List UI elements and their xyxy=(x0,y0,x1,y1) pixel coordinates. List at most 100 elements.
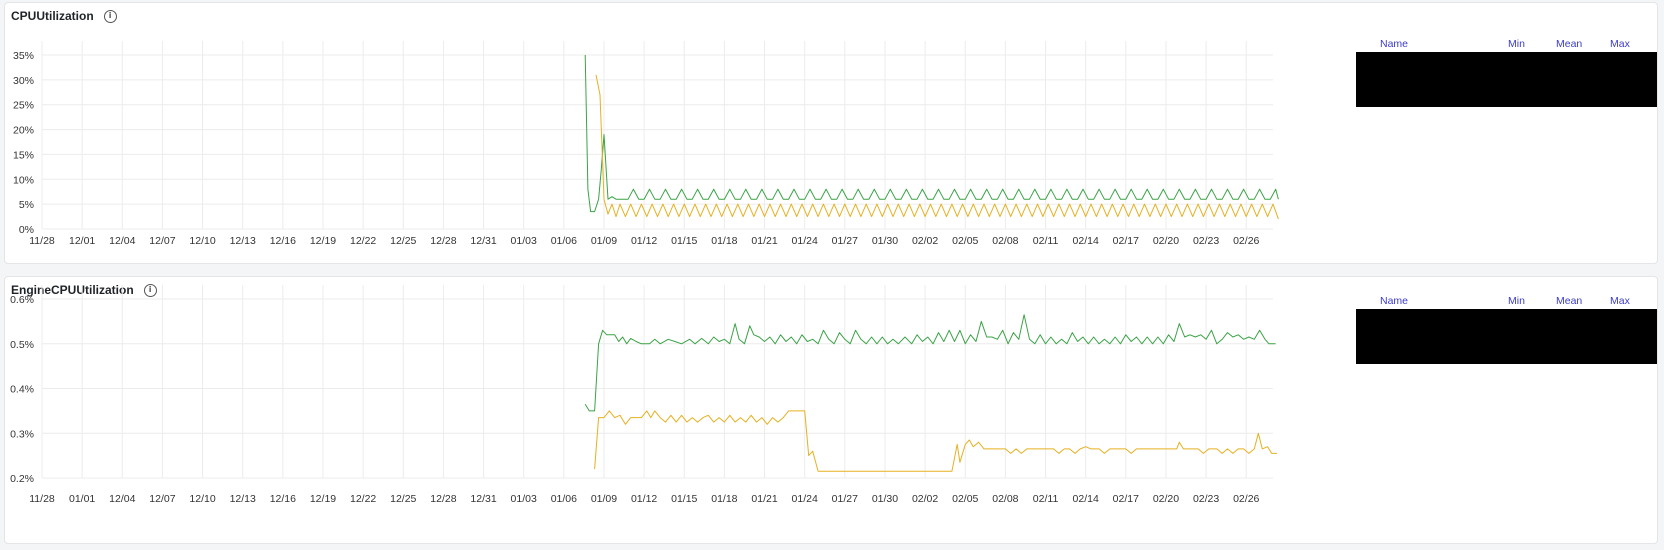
y-tick-label: 0.3% xyxy=(10,428,34,440)
x-tick-label: 02/02 xyxy=(912,493,938,505)
legend-col-mean[interactable]: Mean xyxy=(1556,38,1583,50)
engine-cpu-utilization-panel: EngineCPUUtilization i 11/28 01/01 12/04 12… xyxy=(4,276,1658,544)
legend-col-min[interactable]: Min xyxy=(1508,295,1525,307)
series-line-1[interactable] xyxy=(595,74,1279,220)
legend-col-max[interactable]: Max xyxy=(1610,38,1630,50)
legend-col-mean[interactable]: Mean xyxy=(1556,295,1583,307)
x-tick-label: 12/31 xyxy=(470,493,496,505)
x-tick-label: 01/18 xyxy=(711,493,737,505)
y-tick-label: 35% xyxy=(13,50,34,62)
x-tick-label: 12/10 xyxy=(189,493,215,505)
info-icon[interactable]: i xyxy=(143,283,157,297)
legend-body-redacted xyxy=(1356,309,1657,364)
x-tick-label: 01/30 xyxy=(872,493,898,505)
y-tick-label: 15% xyxy=(13,149,34,161)
x-tick-label: 12/04 xyxy=(109,235,135,247)
x-tick-label: 02/14 xyxy=(1073,235,1099,247)
x-tick-label: 01/15 xyxy=(671,493,697,505)
x-tick-label: 01/21 xyxy=(751,493,777,505)
x-tick-label: 12/22 xyxy=(350,235,376,247)
x-tick-label: 02/20 xyxy=(1153,235,1179,247)
x-tick-label: 01/21 xyxy=(751,235,777,247)
x-tick-label: 12/28 xyxy=(430,493,456,505)
x-tick-label: 12/04 xyxy=(109,493,135,505)
cpu-utilization-chart: 11/28 12/01 12/04 12/07 12/10 12/13 12/16 12/19… xyxy=(13,41,1279,247)
x-tick-label: 01/12 xyxy=(631,235,657,247)
panel-title-text: CPUUtilization xyxy=(11,9,94,23)
x-tick-label: 12/13 xyxy=(230,493,256,505)
x-tick-label: 02/23 xyxy=(1193,235,1219,247)
x-tick-label: 12/22 xyxy=(350,493,376,505)
x-tick-label: 02/26 xyxy=(1233,235,1259,247)
x-tick-label: 12/25 xyxy=(390,493,416,505)
x-tick-label: 02/08 xyxy=(992,235,1018,247)
x-tick-label: 12/07 xyxy=(149,235,175,247)
grid xyxy=(41,41,1273,230)
legend-col-name[interactable]: Name xyxy=(1380,38,1409,50)
x-tick-label: 02/17 xyxy=(1113,493,1139,505)
x-tick-label: 12/31 xyxy=(470,235,496,247)
x-tick-label: 02/05 xyxy=(952,235,978,247)
x-tick-label: 02/11 xyxy=(1033,235,1059,247)
x-tick-label: 01/06 xyxy=(551,493,577,505)
legend-col-name[interactable]: Name xyxy=(1380,295,1409,307)
y-tick-label: 0% xyxy=(19,224,34,236)
x-tick-label: 02/02 xyxy=(912,235,938,247)
x-tick-label: 12/16 xyxy=(270,235,296,247)
legend-col-min[interactable]: Min xyxy=(1508,38,1525,50)
panel-title: CPUUtilization i xyxy=(11,9,117,23)
legend-col-max[interactable]: Max xyxy=(1610,295,1630,307)
y-tick-label: 0.4% xyxy=(10,384,34,396)
y-tick-label: 5% xyxy=(19,199,34,211)
legend: Name Min Mean Max xyxy=(1356,38,1657,107)
x-tick-label: 12/19 xyxy=(310,493,336,505)
y-tick-label: 30% xyxy=(13,75,34,87)
x-tick-label: 01/01 xyxy=(69,493,95,505)
x-tick-label: 12/13 xyxy=(230,235,256,247)
x-tick-label: 12/01 xyxy=(69,235,95,247)
x-tick-label: 02/11 xyxy=(1033,493,1059,505)
x-tick-label: 01/06 xyxy=(551,235,577,247)
x-tick-label: 01/15 xyxy=(671,235,697,247)
info-icon[interactable]: i xyxy=(103,9,117,23)
x-tick-label: 11/28 xyxy=(29,493,55,505)
series-line-1[interactable] xyxy=(594,410,1277,472)
legend-header: Name Min Mean Max xyxy=(1356,295,1657,309)
y-tick-label: 0.2% xyxy=(10,473,34,485)
y-tick-label: 0.5% xyxy=(10,339,34,351)
x-tick-label: 12/07 xyxy=(149,493,175,505)
x-tick-label: 01/24 xyxy=(792,235,818,247)
engine-cpu-utilization-chart: 11/28 01/01 12/04 12/07 12/10 12/13 12/16 12/19… xyxy=(10,285,1277,505)
x-tick-label: 01/12 xyxy=(631,493,657,505)
cpu-utilization-panel: CPUUtilization i 11/28 12/01 12/04 12/07 12/… xyxy=(4,2,1658,264)
x-tick-label: 02/20 xyxy=(1153,493,1179,505)
x-tick-label: 11/28 xyxy=(29,235,55,247)
y-tick-label: 10% xyxy=(13,174,34,186)
y-tick-label: 25% xyxy=(13,100,34,112)
x-tick-label: 12/10 xyxy=(189,235,215,247)
x-tick-label: 12/25 xyxy=(390,235,416,247)
x-tick-label: 01/27 xyxy=(832,493,858,505)
x-tick-label: 01/30 xyxy=(872,235,898,247)
legend: Name Min Mean Max xyxy=(1356,295,1657,364)
series-line-0[interactable] xyxy=(584,54,1279,213)
x-tick-label: 02/14 xyxy=(1073,493,1099,505)
y-tick-label: 0.6% xyxy=(10,294,34,306)
series-line-0[interactable] xyxy=(584,314,1276,412)
y-tick-label: 20% xyxy=(13,125,34,137)
x-tick-label: 01/03 xyxy=(511,493,537,505)
x-tick-label: 01/18 xyxy=(711,235,737,247)
x-tick-label: 12/28 xyxy=(430,235,456,247)
x-tick-label: 02/26 xyxy=(1233,493,1259,505)
x-tick-label: 01/27 xyxy=(832,235,858,247)
x-tick-label: 01/03 xyxy=(511,235,537,247)
x-tick-label: 01/09 xyxy=(591,235,617,247)
legend-header: Name Min Mean Max xyxy=(1356,38,1657,52)
x-tick-label: 01/24 xyxy=(792,493,818,505)
x-tick-label: 12/16 xyxy=(270,493,296,505)
x-tick-label: 02/17 xyxy=(1113,235,1139,247)
legend-body-redacted xyxy=(1356,52,1657,107)
grid xyxy=(41,285,1273,479)
x-tick-label: 12/19 xyxy=(310,235,336,247)
x-tick-label: 02/05 xyxy=(952,493,978,505)
